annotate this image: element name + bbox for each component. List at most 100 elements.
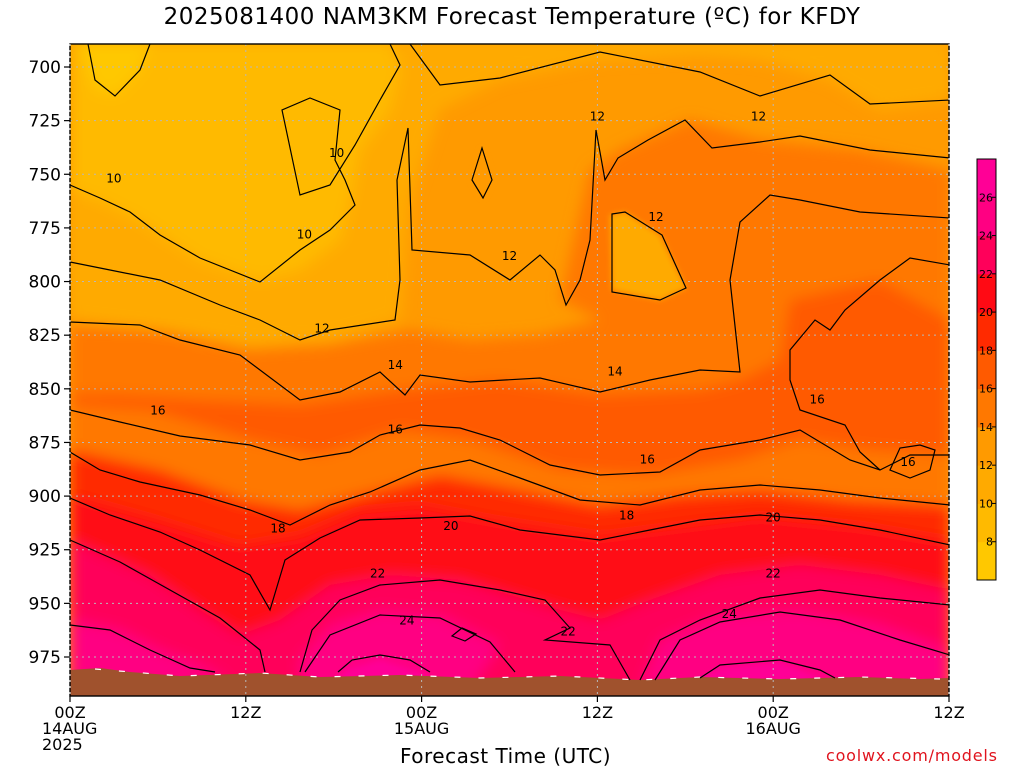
contour-label: 20 — [766, 511, 781, 525]
isotherm-lines — [70, 44, 949, 681]
x-tick-label: 00Z — [758, 703, 789, 722]
isotherm-12-top — [409, 44, 949, 105]
contour-label: 16 — [900, 455, 915, 469]
isotherm-12-main — [70, 119, 949, 341]
x-tick-label: 12Z — [230, 703, 261, 722]
contour-label: 12 — [502, 249, 517, 263]
contour-label: 16 — [150, 403, 165, 417]
x-tick-label: 15AUG — [394, 719, 449, 738]
y-tick-label: 850 — [29, 380, 61, 400]
y-tick-label: 900 — [29, 487, 61, 507]
isotherm-18 — [70, 451, 949, 526]
y-tick-label: 950 — [29, 594, 61, 614]
chart-title: 2025081400 NAM3KM Forecast Temperature (… — [163, 4, 861, 30]
contour-label: 12 — [648, 210, 663, 224]
colorbar-label: 20 — [979, 306, 993, 319]
isotherm-14 — [70, 194, 949, 401]
contour-label: 12 — [314, 322, 329, 336]
contour-label: 16 — [388, 423, 403, 437]
band-10-12-island — [610, 212, 686, 300]
contour-label: 24 — [399, 614, 414, 628]
y-tick-label: 750 — [29, 165, 61, 185]
colorbar: 8 10 12 14 16 18 20 22 24 26 — [976, 158, 997, 581]
source-credit: coolwx.com/models — [826, 746, 998, 765]
colorbar-segment — [977, 465, 996, 504]
isotherm-16-bump — [889, 444, 936, 479]
y-axis: 700 725 750 775 800 825 850 875 900 925 950 975 — [29, 58, 70, 668]
isotherm-12-pocket — [471, 145, 493, 200]
y-tick-label: 700 — [29, 58, 61, 78]
y-tick-label: 775 — [29, 219, 61, 239]
contour-label: 16 — [810, 393, 825, 407]
x-tick-label: 12Z — [933, 703, 964, 722]
colorbar-segment — [977, 273, 996, 313]
colorbar-segment — [977, 541, 996, 581]
colorbar-segment — [977, 312, 996, 351]
contour-label: 10 — [329, 146, 344, 160]
isotherm-12-island — [611, 211, 687, 301]
contour-label: 16 — [640, 453, 655, 467]
contour-label: 12 — [751, 109, 766, 123]
x-tick-label: 14AUG — [42, 719, 97, 738]
y-tick-label: 825 — [29, 326, 61, 346]
contour-label: 22 — [370, 566, 385, 580]
x-axis-label: Forecast Time (UTC) — [400, 744, 612, 768]
colorbar-label: 18 — [979, 344, 993, 357]
isotherm-20 — [70, 497, 949, 612]
isotherm-10-upper — [70, 44, 401, 283]
x-tick-label: 00Z — [54, 703, 85, 722]
band-12-14-pocket — [472, 148, 492, 198]
contour-label: 10 — [106, 172, 121, 186]
colorbar-frame — [976, 158, 997, 581]
colorbar-segment — [977, 426, 996, 466]
contour-label: 20 — [443, 519, 458, 533]
contour-label: 12 — [590, 109, 605, 123]
colorbar-label: 24 — [979, 230, 993, 243]
isotherm-24 — [70, 611, 949, 681]
colorbar-segment — [977, 503, 996, 543]
contour-label: 18 — [270, 521, 285, 535]
x-tick-label: 2025 — [42, 735, 83, 754]
y-tick-label: 725 — [29, 112, 61, 132]
contour-labels: 10 10 10 12 12 12 12 12 14 14 16 16 16 16 16 18 18 20 20 22… — [106, 109, 915, 638]
contour-label: 14 — [388, 358, 403, 372]
colorbar-label: 22 — [979, 268, 993, 281]
y-tick-label: 800 — [29, 273, 61, 293]
colorbar-segment — [977, 388, 996, 428]
isotherm-24-blob — [450, 627, 478, 642]
ground-edge — [94, 668, 941, 681]
isotherm-22 — [70, 539, 949, 681]
colorbar-label: 14 — [979, 421, 993, 434]
colorbar-label: 8 — [986, 536, 993, 549]
colorbar-label: 10 — [979, 497, 993, 510]
colorbar-label: 16 — [979, 383, 993, 396]
contour-label: 24 — [722, 607, 737, 621]
colorbar-segment — [977, 159, 996, 198]
temperature-field — [70, 44, 949, 696]
colorbar-segment — [977, 197, 996, 237]
contour-label: 14 — [607, 365, 622, 379]
contour-label: 10 — [297, 227, 312, 241]
x-tick-label: 12Z — [582, 703, 613, 722]
contour-label: 22 — [560, 624, 575, 638]
isotherm-16-inner — [789, 257, 949, 471]
y-tick-label: 875 — [29, 433, 61, 453]
x-tick-label: 16AUG — [745, 719, 800, 738]
contour-label: 18 — [619, 508, 634, 522]
colorbar-segment — [977, 350, 996, 390]
isotherm-26 — [337, 654, 836, 679]
y-tick-label: 975 — [29, 648, 61, 668]
isotherm-10-top — [87, 44, 151, 97]
contour-label: 22 — [766, 566, 781, 580]
x-tick-label: 00Z — [406, 703, 437, 722]
grid-lines — [70, 44, 949, 696]
isotherm-16-main — [70, 409, 949, 476]
colorbar-label: 12 — [979, 459, 993, 472]
band-8-10 — [70, 44, 400, 280]
band-16-18 — [70, 280, 949, 475]
colorbar-segment — [977, 235, 996, 275]
colorbar-label: 26 — [979, 191, 993, 204]
y-tick-label: 925 — [29, 541, 61, 561]
